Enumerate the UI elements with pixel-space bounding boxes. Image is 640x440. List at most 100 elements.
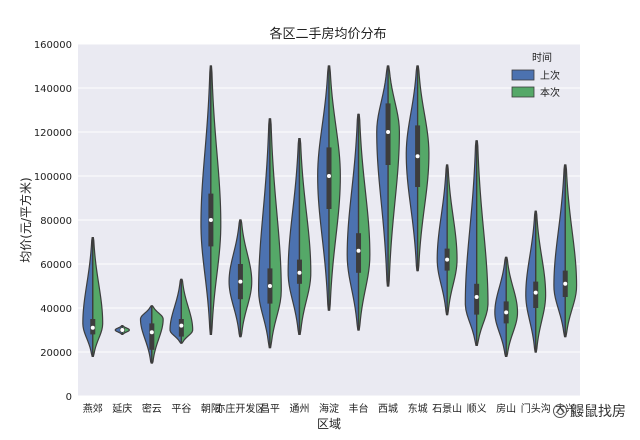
watermark-text: 鼹鼠找房 xyxy=(570,404,626,420)
violin-half-本次 xyxy=(505,256,519,357)
violin-门头沟 xyxy=(525,210,547,353)
legend-swatch xyxy=(511,86,535,98)
violin-half-本次 xyxy=(564,164,578,338)
x-tick-label: 密云 xyxy=(142,402,162,415)
legend-swatch xyxy=(511,69,535,81)
median-point xyxy=(474,295,479,299)
x-tick-label: 西城 xyxy=(378,403,398,415)
iqr-box xyxy=(474,283,480,315)
violin-half-本次 xyxy=(151,305,164,364)
violin-half-本次 xyxy=(535,210,547,353)
legend-label: 上次 xyxy=(540,69,560,82)
violin-half-本次 xyxy=(357,113,371,331)
violin-half-本次 xyxy=(180,278,194,344)
violin-half-上次 xyxy=(258,118,271,349)
legend-label: 本次 xyxy=(540,86,560,99)
violin-half-本次 xyxy=(239,219,253,338)
median-point xyxy=(415,154,420,159)
violin-half-上次 xyxy=(553,164,566,338)
violin-丰台 xyxy=(346,113,371,331)
y-tick-label: 120000 xyxy=(34,128,72,139)
y-tick-label: 60000 xyxy=(40,260,72,271)
y-axis-label: 均价(元/平方米) xyxy=(18,177,33,262)
violin-昌平 xyxy=(258,118,282,349)
median-point xyxy=(533,290,538,295)
median-point xyxy=(386,130,391,134)
median-point xyxy=(563,281,568,286)
x-tick-label: 海淀 xyxy=(319,402,339,415)
y-tick-label: 80000 xyxy=(40,216,72,227)
violin-石景山 xyxy=(436,164,458,316)
violin-half-上次 xyxy=(346,113,360,331)
y-tick-label: 140000 xyxy=(34,84,72,95)
violin-half-上次 xyxy=(139,305,153,364)
x-tick-label: 延庆 xyxy=(112,402,132,415)
median-point xyxy=(297,270,302,275)
x-tick-label: 房山 xyxy=(496,402,516,415)
violin-西城 xyxy=(376,65,400,287)
x-tick-label: 石景山 xyxy=(432,403,462,415)
violin-东城 xyxy=(405,65,430,272)
violin-海淀 xyxy=(317,65,341,311)
violin-half-本次 xyxy=(298,138,312,335)
median-point xyxy=(445,257,450,262)
watermark: 鼹鼠找房 xyxy=(553,401,626,421)
median-point xyxy=(504,310,509,315)
y-tick-label: 100000 xyxy=(34,172,72,183)
violin-half-上次 xyxy=(405,65,419,272)
violin-密云 xyxy=(139,305,164,364)
violin-half-本次 xyxy=(446,164,458,316)
chart-title: 各区二手房均价分布 xyxy=(269,26,386,42)
median-point xyxy=(267,284,272,288)
x-tick-label: 丰台 xyxy=(349,402,369,415)
violin-通州 xyxy=(287,138,312,335)
median-point xyxy=(238,279,243,284)
violin-half-本次 xyxy=(416,65,430,272)
iqr-box xyxy=(178,319,184,337)
violin-half-上次 xyxy=(200,65,212,335)
violin-half-上次 xyxy=(494,256,507,357)
violin-half-上次 xyxy=(376,65,389,287)
violin-half-上次 xyxy=(228,219,242,338)
median-point xyxy=(179,323,184,328)
x-tick-label: 燕郊 xyxy=(83,402,103,415)
y-tick-label: 160000 xyxy=(34,40,72,51)
median-point xyxy=(149,330,154,335)
x-tick-label: 亦庄开发区 xyxy=(215,402,265,415)
violin-half-本次 xyxy=(210,65,222,335)
median-point xyxy=(120,328,125,332)
iqr-box xyxy=(356,233,362,273)
violin-half-上次 xyxy=(317,65,330,311)
violin-half-上次 xyxy=(525,210,537,353)
violin-顺义 xyxy=(464,140,489,346)
violin-half-上次 xyxy=(464,140,478,346)
median-point xyxy=(356,248,361,253)
violin-大兴 xyxy=(553,164,578,338)
x-tick-label: 东城 xyxy=(408,402,428,415)
iqr-box xyxy=(326,147,332,209)
x-axis-label: 区域 xyxy=(317,417,341,431)
violins xyxy=(82,65,578,364)
violin-half-上次 xyxy=(169,278,182,344)
x-tick-label: 通州 xyxy=(289,403,309,415)
violin-平谷 xyxy=(169,278,194,344)
violin-half-本次 xyxy=(328,65,341,311)
median-point xyxy=(90,325,95,330)
violin-half-本次 xyxy=(387,65,400,287)
iqr-box xyxy=(385,103,391,165)
y-tick-label: 0 xyxy=(66,392,72,403)
violin-half-上次 xyxy=(436,164,448,316)
y-tick-label: 40000 xyxy=(40,304,72,315)
median-point xyxy=(208,218,213,222)
iqr-box xyxy=(149,323,155,350)
x-tick-label: 朝阳 xyxy=(201,403,221,415)
y-tick-labels: 0 20000 40000 60000 80000 100000 120000 140000 1… xyxy=(34,40,72,403)
x-tick-label: 昌平 xyxy=(260,403,280,415)
x-tick-label: 平谷 xyxy=(171,403,191,415)
iqr-box xyxy=(533,281,539,308)
violin-half-本次 xyxy=(476,140,489,346)
wechat-search-icon xyxy=(553,404,567,418)
